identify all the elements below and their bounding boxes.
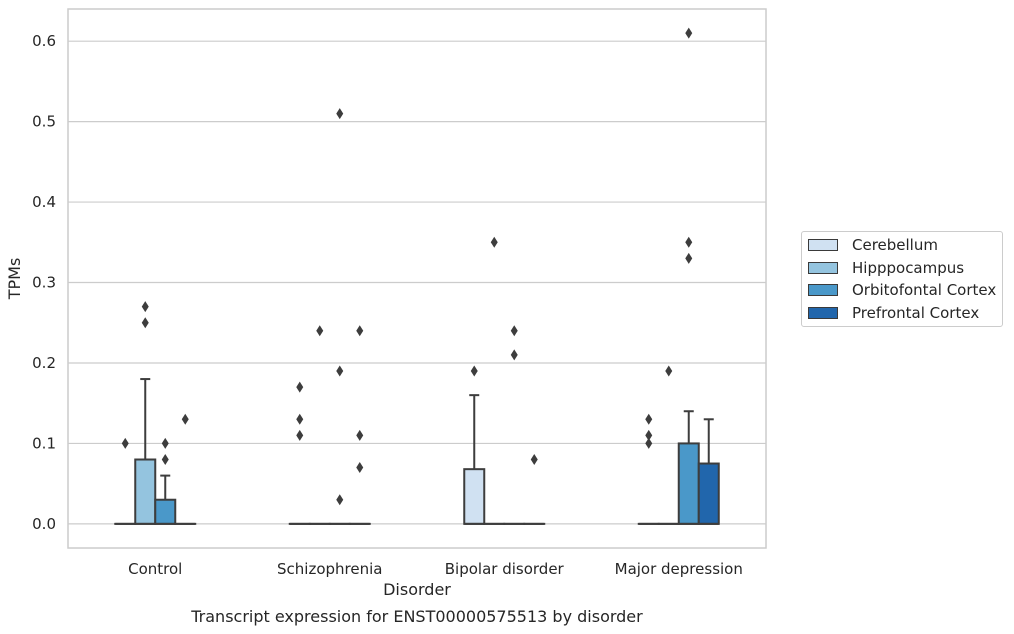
legend-label: Prefrontal Cortex (852, 303, 980, 322)
outlier-point (141, 301, 149, 313)
legend: Cerebellum Hipppocampus Orbitofontal Corte… (801, 231, 1003, 327)
outlier-point (356, 429, 364, 441)
box-0-0 (114, 437, 137, 525)
box-2-1 (483, 236, 506, 525)
y-axis-title: TPMs (5, 258, 24, 301)
legend-label: Cerebellum (852, 236, 938, 254)
outlier-point (296, 413, 304, 425)
y-tick-label: 0.6 (32, 32, 56, 50)
box-2-2 (503, 325, 526, 525)
outlier-point (685, 236, 693, 248)
box-body (154, 498, 177, 525)
legend-swatch (808, 261, 838, 274)
box-0-1 (134, 301, 157, 525)
box-body (134, 458, 157, 525)
y-tick-label: 0.1 (32, 434, 56, 452)
box-marks (114, 27, 720, 525)
box-2-3 (523, 454, 546, 525)
outlier-point (356, 325, 364, 337)
outlier-point (356, 462, 364, 474)
box-3-0 (637, 413, 660, 525)
legend-swatch (808, 284, 838, 297)
legend-label: Orbitofontal Cortex (852, 281, 997, 300)
box-3-2 (677, 27, 700, 525)
outlier-point (685, 27, 693, 39)
box-body (697, 462, 720, 525)
outlier-point (181, 413, 189, 425)
box-2-0 (463, 365, 486, 525)
x-tick-label: Control (128, 560, 182, 578)
y-tick-label: 0.2 (32, 354, 56, 372)
x-tick-label: Bipolar disorder (445, 560, 565, 578)
outlier-point (665, 365, 673, 377)
x-axis-title: Disorder (383, 580, 451, 599)
y-tick-labels: 0.0 0.1 0.2 0.3 0.4 0.5 0.6 (32, 32, 56, 533)
y-tick-label: 0.0 (32, 515, 56, 533)
outlier-point (490, 236, 498, 248)
outlier-point (316, 325, 324, 337)
legend-swatch (808, 239, 838, 251)
box-1-3 (348, 325, 371, 525)
outlier-point (530, 454, 538, 466)
box-0-3 (174, 413, 197, 525)
legend-item: Hipppocampus (808, 258, 964, 278)
x-tick-label: Schizophrenia (277, 560, 382, 578)
outlier-point (336, 494, 344, 506)
box-3-3 (697, 418, 720, 525)
box-3-1 (657, 365, 680, 525)
legend-item: Cerebellum (808, 235, 938, 255)
box-body (463, 468, 486, 525)
x-tick-labels: Control Schizophrenia Bipolar disorder Majo… (128, 560, 743, 578)
y-tick-label: 0.3 (32, 274, 56, 292)
legend-item: Prefrontal Cortex (808, 303, 979, 323)
outlier-point (645, 437, 653, 449)
chart-caption: Transcript expression for ENST0000057551… (190, 607, 643, 626)
box-0-2 (154, 437, 177, 525)
outlier-point (121, 437, 129, 449)
outlier-point (645, 429, 653, 441)
plot-area-frame (67, 8, 767, 549)
outlier-point (296, 381, 304, 393)
box-body (677, 442, 700, 525)
y-tick-label: 0.4 (32, 193, 56, 211)
outlier-point (336, 365, 344, 377)
box-1-1 (308, 325, 331, 525)
outlier-point (510, 325, 518, 337)
outlier-point (470, 365, 478, 377)
outlier-point (510, 349, 518, 361)
outlier-point (141, 317, 149, 329)
grid-lines (68, 40, 766, 525)
y-tick-label: 0.5 (32, 113, 56, 131)
outlier-point (685, 252, 693, 264)
legend-swatch (808, 306, 838, 319)
box-1-2 (328, 108, 351, 525)
box-1-0 (288, 381, 311, 525)
legend-item: Orbitofontal Cortex (808, 280, 996, 300)
outlier-point (296, 429, 304, 441)
outlier-point (336, 108, 344, 120)
x-tick-label: Major depression (615, 560, 743, 578)
legend-label: Hipppocampus (852, 258, 965, 277)
outlier-point (161, 454, 169, 466)
outlier-point (645, 413, 653, 425)
outlier-point (161, 437, 169, 449)
